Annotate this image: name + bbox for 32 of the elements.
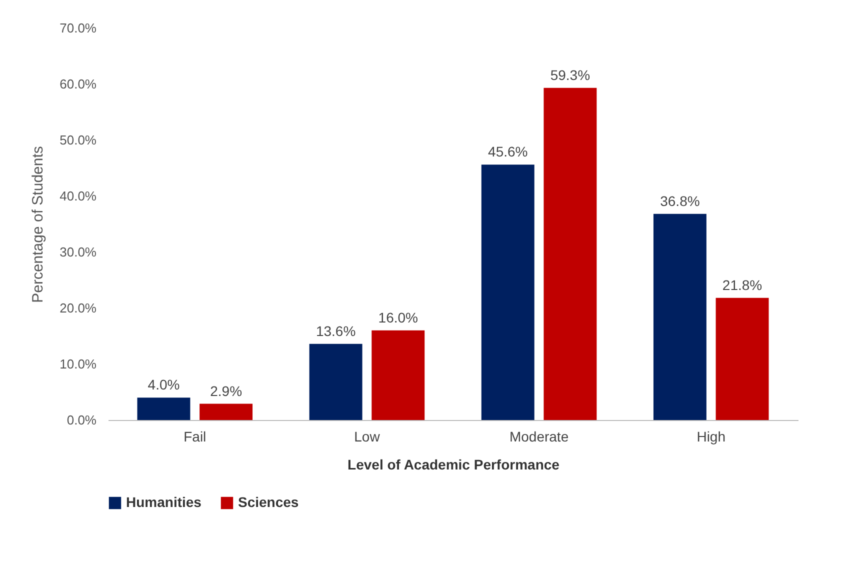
data-label: 59.3% xyxy=(550,66,590,83)
x-tick-label: Low xyxy=(354,428,381,444)
x-tick-label: Fail xyxy=(184,428,206,444)
y-tick-label: 20.0% xyxy=(60,300,97,316)
y-tick-label: 50.0% xyxy=(60,132,97,148)
y-tick-label: 70.0% xyxy=(60,20,97,36)
legend-label: Sciences xyxy=(238,494,299,510)
data-label: 36.8% xyxy=(660,192,700,209)
bar xyxy=(200,404,253,420)
x-tick-label: High xyxy=(696,428,726,444)
data-label: 13.6% xyxy=(316,322,356,339)
y-tick-label: 60.0% xyxy=(60,76,97,92)
y-tick-label: 40.0% xyxy=(60,188,97,204)
x-tick-label: Moderate xyxy=(509,428,569,444)
y-axis-title: Percentage of Students xyxy=(30,146,47,303)
legend-label: Humanities xyxy=(126,494,202,510)
bar xyxy=(716,298,769,420)
data-label: 21.8% xyxy=(722,276,762,293)
y-tick-label: 30.0% xyxy=(60,244,97,260)
bar xyxy=(653,214,706,420)
bar xyxy=(137,398,190,420)
y-tick-label: 10.0% xyxy=(60,356,97,372)
data-label: 16.0% xyxy=(378,309,418,326)
data-label: 4.0% xyxy=(148,376,180,393)
bar xyxy=(372,330,425,420)
bar xyxy=(544,88,597,420)
data-label: 45.6% xyxy=(488,144,528,160)
bar xyxy=(309,344,362,420)
data-label: 2.9% xyxy=(210,382,242,399)
y-tick-label: 0.0% xyxy=(66,412,97,428)
x-axis-title: Level of Academic Performance xyxy=(348,456,560,472)
bar xyxy=(481,164,534,420)
